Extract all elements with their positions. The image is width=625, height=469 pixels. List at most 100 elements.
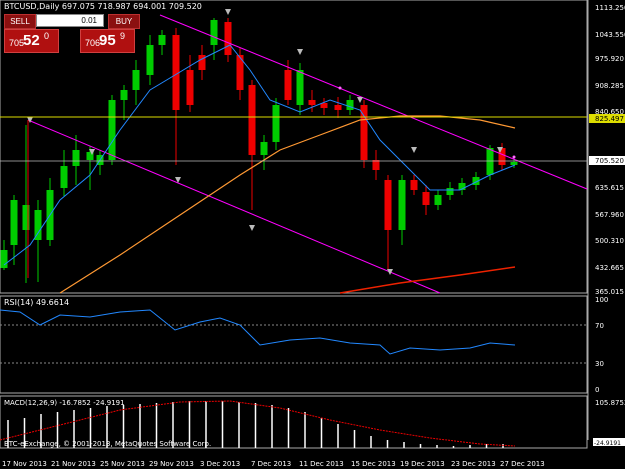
price-tick: 365.015 bbox=[595, 288, 624, 296]
candle-body bbox=[472, 177, 480, 185]
fractal-arrow bbox=[27, 117, 33, 123]
macd-panel[interactable]: MACD(12,26,9) -16.7852 -24.9191 105.8752… bbox=[0, 395, 625, 449]
candle-body bbox=[334, 105, 342, 110]
candle-body bbox=[72, 150, 80, 166]
candle-body bbox=[0, 250, 8, 268]
candle-body bbox=[434, 195, 442, 205]
candle-body bbox=[360, 105, 368, 160]
fractal-arrow bbox=[297, 49, 303, 55]
macd-signal-line bbox=[0, 400, 516, 447]
fractal-arrow bbox=[497, 147, 503, 153]
candle-body bbox=[384, 180, 392, 230]
price-tick: 1113.250 bbox=[595, 4, 625, 12]
channel-lower-line bbox=[27, 119, 441, 294]
date-tick: 7 Dec 2013 bbox=[251, 460, 291, 468]
ma-long-line bbox=[339, 266, 516, 294]
price-panel[interactable]: BTCUSD,Daily 697.075 718.987 694.001 709… bbox=[0, 0, 588, 294]
candle-body bbox=[284, 70, 292, 100]
candle-body bbox=[398, 180, 406, 230]
candle-body bbox=[186, 70, 194, 105]
price-tick: 908.285 bbox=[595, 82, 624, 90]
candle-body bbox=[260, 142, 268, 155]
date-tick: 19 Dec 2013 bbox=[400, 460, 445, 468]
fractal-arrow bbox=[175, 177, 181, 183]
macd-label: MACD(12,26,9) -16.7852 -24.9191 bbox=[4, 399, 125, 407]
fractal-arrow bbox=[225, 9, 231, 15]
candle-body bbox=[172, 35, 180, 110]
candle-body bbox=[272, 105, 280, 142]
candle-body bbox=[86, 152, 94, 160]
channel-upper-line bbox=[159, 14, 588, 190]
date-tick: 11 Dec 2013 bbox=[299, 460, 344, 468]
candle-body bbox=[248, 85, 256, 155]
rsi-tick: 30 bbox=[595, 360, 604, 368]
candle-body bbox=[34, 210, 42, 240]
sell-price-big: 52 bbox=[23, 32, 40, 49]
rsi-tick: 70 bbox=[595, 322, 604, 330]
macd-marker bbox=[593, 438, 625, 446]
candle-body bbox=[210, 20, 218, 45]
price-tick: 432.665 bbox=[595, 264, 624, 272]
buy-price-box[interactable]: 706 95 9 bbox=[80, 29, 135, 53]
buy-price-sup: 9 bbox=[120, 31, 126, 41]
candle-body bbox=[410, 180, 418, 190]
sell-price-box[interactable]: 705 52 0 bbox=[4, 29, 59, 53]
candle-body bbox=[10, 200, 18, 245]
candle-body bbox=[132, 70, 140, 90]
price-tick: 635.615 bbox=[595, 184, 624, 192]
fractal-arrow bbox=[249, 225, 255, 231]
candle-body bbox=[372, 160, 380, 170]
date-tick: 23 Dec 2013 bbox=[451, 460, 496, 468]
symbol-title: BTCUSD,Daily 697.075 718.987 694.001 709… bbox=[4, 2, 202, 11]
rsi-line bbox=[0, 309, 516, 355]
current-price-marker bbox=[589, 156, 625, 165]
ma-fast-line bbox=[3, 44, 516, 266]
date-axis: 17 Nov 2013 21 Nov 2013 25 Nov 2013 29 N… bbox=[2, 460, 545, 468]
macd-tick: 105.8752 bbox=[595, 399, 625, 407]
candle-body bbox=[224, 22, 232, 55]
candle-body bbox=[158, 35, 166, 45]
candle-body bbox=[146, 45, 154, 75]
date-tick: 17 Nov 2013 bbox=[2, 460, 47, 468]
price-axis: 1113.250 1043.550 975.920 908.285 840.65… bbox=[587, 0, 625, 440]
sell-price-small: 705 bbox=[9, 38, 25, 48]
candle-body bbox=[458, 183, 466, 190]
rsi-label: RSI(14) 49.6614 bbox=[4, 298, 69, 307]
fractal-arrow bbox=[411, 147, 417, 153]
price-tick: 975.920 bbox=[595, 55, 624, 63]
rsi-tick: 100 bbox=[595, 296, 608, 304]
fractal-arrow bbox=[357, 97, 363, 103]
date-tick: 29 Nov 2013 bbox=[149, 460, 194, 468]
buy-price-big: 95 bbox=[99, 32, 116, 49]
fractal-arrow bbox=[89, 149, 95, 155]
price-tick: 500.310 bbox=[595, 237, 624, 245]
candle-body bbox=[510, 162, 518, 165]
candle-body bbox=[308, 100, 316, 105]
lot-size-input[interactable]: 0.01 bbox=[36, 14, 104, 27]
level-price-marker-text: 825.497 bbox=[595, 115, 624, 123]
sell-price-sup: 0 bbox=[44, 31, 50, 41]
sell-button[interactable]: SELL bbox=[4, 14, 36, 29]
level-price-marker bbox=[589, 114, 625, 123]
candle-body bbox=[320, 103, 328, 108]
macd-marker-text: -24.9191 bbox=[594, 440, 621, 447]
candle-body bbox=[22, 205, 30, 230]
copyright-text: BTC-eExchange, © 2001-2013, MetaQuotes S… bbox=[4, 440, 211, 448]
object-point bbox=[512, 155, 516, 159]
rsi-panel[interactable]: RSI(14) 49.6614 100 70 30 0 bbox=[0, 295, 608, 394]
current-price-marker-text: 705.520 bbox=[595, 157, 624, 165]
candle-body bbox=[446, 188, 454, 195]
candle-body bbox=[498, 148, 506, 165]
buy-price-small: 706 bbox=[85, 38, 101, 48]
candle-body bbox=[60, 166, 68, 188]
date-tick: 3 Dec 2013 bbox=[200, 460, 240, 468]
candle-body bbox=[296, 70, 304, 105]
candle-body bbox=[346, 100, 354, 110]
fractal-arrow bbox=[387, 269, 393, 275]
buy-button[interactable]: BUY bbox=[108, 14, 140, 29]
candle-body bbox=[486, 148, 494, 175]
candle-body bbox=[108, 100, 116, 160]
candle-body bbox=[120, 90, 128, 100]
object-point bbox=[338, 86, 342, 90]
